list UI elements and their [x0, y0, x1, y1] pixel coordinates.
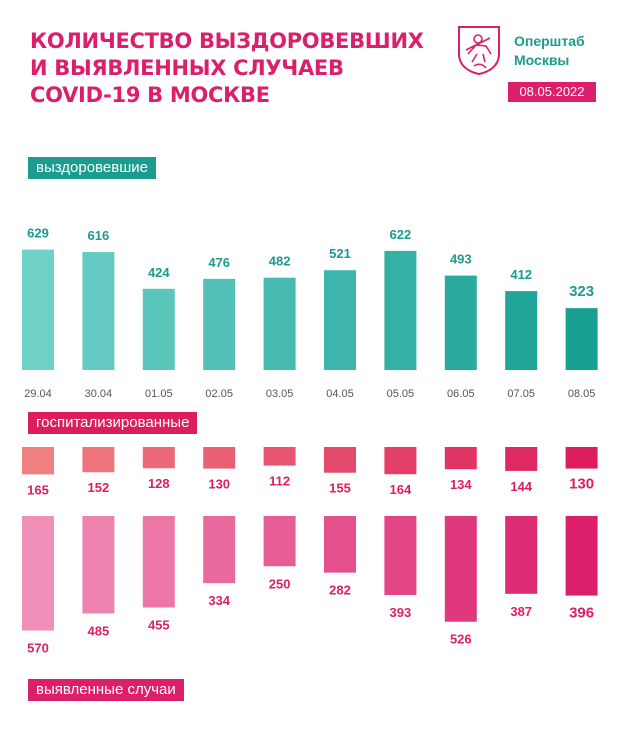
hospitalized-bar-06.05	[444, 447, 477, 470]
x-tick-label-30.04: 30.04	[85, 388, 113, 400]
recovered-bar-08.05	[565, 308, 598, 370]
recovered-value-label-02.05: 476	[208, 255, 230, 270]
detected-value-label-30.04: 485	[88, 623, 110, 638]
x-tick-label-04.05: 04.05	[326, 388, 354, 400]
detected-bar-30.04	[82, 516, 115, 614]
recovered-value-label-01.05: 424	[148, 265, 170, 280]
hospitalized-value-label-29.04: 165	[27, 482, 49, 497]
title-line-1: КОЛИЧЕСТВО ВЫЗДОРОВЕВШИХ	[30, 29, 424, 53]
hospitalized-value-label-06.05: 134	[450, 477, 472, 492]
detected-value-label-03.05: 250	[269, 576, 291, 591]
x-tick-label-07.05: 07.05	[507, 388, 535, 400]
detected-bar-29.04	[22, 516, 54, 631]
hospitalized-value-label-03.05: 112	[269, 474, 290, 489]
hospitalized-bar-03.05	[263, 447, 296, 466]
detected-value-label-05.05: 393	[390, 605, 412, 620]
detected-value-label-08.05: 396	[569, 605, 594, 622]
section-label-recovered: выздоровевшие	[28, 157, 156, 179]
hospitalized-bar-08.05	[565, 447, 598, 469]
x-tick-label-29.04: 29.04	[24, 388, 52, 400]
hospitalized-value-label-30.04: 152	[88, 480, 110, 495]
recovered-bar-01.05	[142, 288, 175, 370]
recovered-value-label-29.04: 629	[27, 226, 49, 241]
date-badge: 08.05.2022	[508, 82, 596, 102]
hospitalized-value-label-04.05: 155	[329, 481, 351, 496]
hospitalized-bar-30.04	[82, 447, 115, 473]
recovered-bar-06.05	[444, 275, 477, 370]
hospitalized-value-label-08.05: 130	[569, 476, 594, 493]
detected-bar-05.05	[384, 516, 417, 595]
detected-bar-08.05	[565, 516, 598, 596]
x-tick-label-05.05: 05.05	[387, 388, 415, 400]
recovered-value-label-03.05: 482	[269, 254, 291, 269]
detected-bar-01.05	[142, 516, 175, 608]
detected-bar-03.05	[263, 516, 296, 567]
recovered-bar-05.05	[384, 250, 417, 370]
section-label-hospitalized: госпитализированные	[28, 412, 198, 434]
detected-bar-04.05	[324, 516, 356, 573]
x-tick-label-03.05: 03.05	[266, 388, 294, 400]
detected-value-label-04.05: 282	[329, 583, 351, 598]
recovered-bar-07.05	[505, 291, 538, 370]
recovered-value-label-08.05: 323	[569, 283, 594, 300]
detected-value-label-07.05: 387	[510, 604, 532, 619]
moscow-coat-of-arms-icon	[458, 26, 500, 76]
x-tick-label-01.05: 01.05	[145, 388, 173, 400]
recovered-bar-02.05	[203, 278, 236, 370]
section-label-detected: выявленные случаи	[28, 679, 184, 701]
detected-value-label-29.04: 570	[27, 641, 49, 656]
recovered-value-label-06.05: 493	[450, 252, 472, 267]
detected-bar-07.05	[505, 516, 538, 594]
title-line-2: И ВЫЯВЛЕННЫХ СЛУЧАЕВ	[30, 56, 344, 80]
recovered-bar-03.05	[263, 277, 296, 370]
recovered-value-label-30.04: 616	[88, 228, 110, 243]
hospitalized-value-label-02.05: 130	[208, 477, 230, 492]
hospitalized-value-label-05.05: 164	[390, 482, 412, 497]
brand-line-1: Оперштаб	[514, 33, 585, 49]
recovered-bar-30.04	[82, 252, 115, 370]
hospitalized-bar-04.05	[324, 447, 356, 473]
hospitalized-bar-02.05	[203, 447, 236, 469]
hospitalized-value-label-01.05: 128	[148, 476, 170, 491]
detected-value-label-01.05: 455	[148, 617, 170, 632]
hospitalized-bar-01.05	[142, 447, 175, 469]
hospitalized-value-label-07.05: 144	[510, 479, 532, 494]
x-tick-label-08.05: 08.05	[568, 388, 596, 400]
hospitalized-bar-07.05	[505, 447, 538, 471]
brand-name: Оперштаб Москвы	[514, 32, 585, 70]
recovered-bar-29.04	[22, 249, 54, 370]
x-tick-label-06.05: 06.05	[447, 388, 475, 400]
x-tick-label-02.05: 02.05	[205, 388, 233, 400]
detected-bar-06.05	[444, 516, 477, 622]
detected-value-label-02.05: 334	[208, 593, 230, 608]
recovered-value-label-05.05: 622	[390, 227, 412, 242]
detected-bar-02.05	[203, 516, 236, 584]
recovered-bar-04.05	[324, 270, 356, 370]
brand-line-2: Москвы	[514, 52, 570, 68]
hospitalized-bar-05.05	[384, 447, 417, 475]
title-line-3: COVID-19 В МОСКВЕ	[30, 83, 270, 107]
hospitalized-bar-29.04	[22, 447, 54, 475]
recovered-value-label-04.05: 521	[329, 246, 351, 261]
recovered-value-label-07.05: 412	[510, 267, 532, 282]
page-title: КОЛИЧЕСТВО ВЫЗДОРОВЕВШИХ И ВЫЯВЛЕННЫХ СЛ…	[30, 28, 424, 109]
detected-value-label-06.05: 526	[450, 632, 472, 647]
